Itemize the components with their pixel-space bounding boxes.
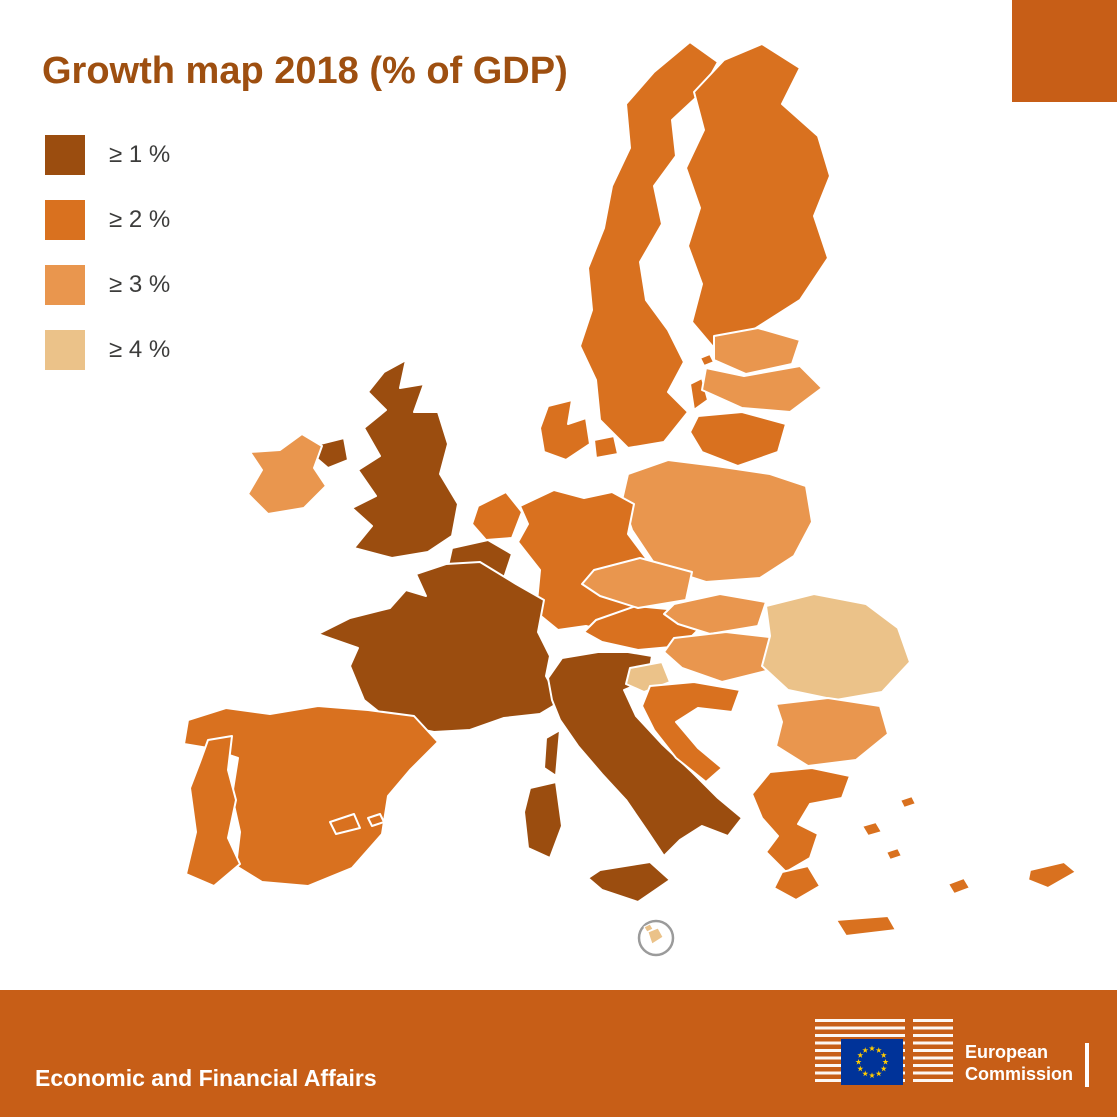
logo-text-line2: Commission [965,1064,1074,1084]
country-croatia [641,681,741,783]
country-poland [621,459,813,583]
country-france [317,561,561,733]
country-sweden [579,41,719,449]
legend-swatch-1 [45,135,85,175]
legend-swatch-2-svg [45,200,85,240]
country-spain-balearics-2 [367,813,385,827]
legend-swatch-3-svg [45,265,85,305]
country-france-corsica [543,729,561,777]
legend-swatch-4-svg [45,330,85,370]
country-greece-crete [835,915,897,937]
page-title: Growth map 2018 (% of GDP) [42,50,568,92]
country-denmark [539,399,591,461]
country-spain [183,705,439,887]
country-greece-island-1 [861,821,883,837]
legend-item-2: ≥ 2 % [45,200,170,240]
country-greece-island-3 [899,795,917,809]
country-spain-balearics [329,813,361,835]
country-lithuania [689,411,787,467]
country-greece [751,767,851,873]
legend-item-3: ≥ 3 % [45,265,170,305]
country-italy-sicily [587,861,671,903]
country-latvia [701,365,823,413]
logo-text-line1: European [965,1042,1049,1062]
legend-swatch-2 [45,200,85,240]
country-portugal [185,735,241,887]
country-malta-gozo [643,923,654,933]
country-netherlands [471,491,523,541]
legend-swatch-4 [45,330,85,370]
country-finland [685,43,831,349]
eu-flag [841,1039,903,1085]
europe-map [183,41,1077,957]
european-commission-logo: European Commission [815,1019,1089,1097]
country-united-kingdom [351,359,459,559]
legend-swatch-3 [45,265,85,305]
country-italy-sardinia [523,781,563,859]
country-malta [647,927,664,945]
legend-item-4: ≥ 4 % [45,330,170,370]
country-bulgaria [775,697,889,767]
country-slovakia [663,593,767,635]
country-estonia [713,327,801,375]
country-italy [547,651,743,857]
legend-label-1: ≥ 1 % [109,141,171,168]
country-denmark-isles [593,435,619,459]
country-hungary [663,631,779,683]
country-czechia [581,557,693,609]
country-finland-aland [699,353,715,367]
footer-banner: Economic and Financial Affairs [0,990,1117,1117]
legend-label-4: ≥ 4 % [109,336,171,363]
department-label: Economic and Financial Affairs [35,1065,377,1091]
legend-label-2: ≥ 2 % [109,206,171,233]
legend-swatch-1-svg [45,135,85,175]
corner-accent-square [1012,0,1117,102]
legend: ≥ 1 % ≥ 2 % ≥ 3 % ≥ 4 % [45,135,170,395]
logo-text: European Commission [965,1041,1073,1085]
logo-stripes-right [913,1019,953,1085]
country-greece-rhodes [947,877,971,895]
country-cyprus [1027,861,1077,889]
country-ireland [247,433,327,515]
country-greece-island-2 [885,847,903,861]
country-romania [761,593,911,701]
legend-item-1: ≥ 1 % [45,135,170,175]
legend-label-3: ≥ 3 % [109,271,171,298]
country-greece-peloponnese [773,865,821,901]
logo-separator [1085,1043,1089,1087]
